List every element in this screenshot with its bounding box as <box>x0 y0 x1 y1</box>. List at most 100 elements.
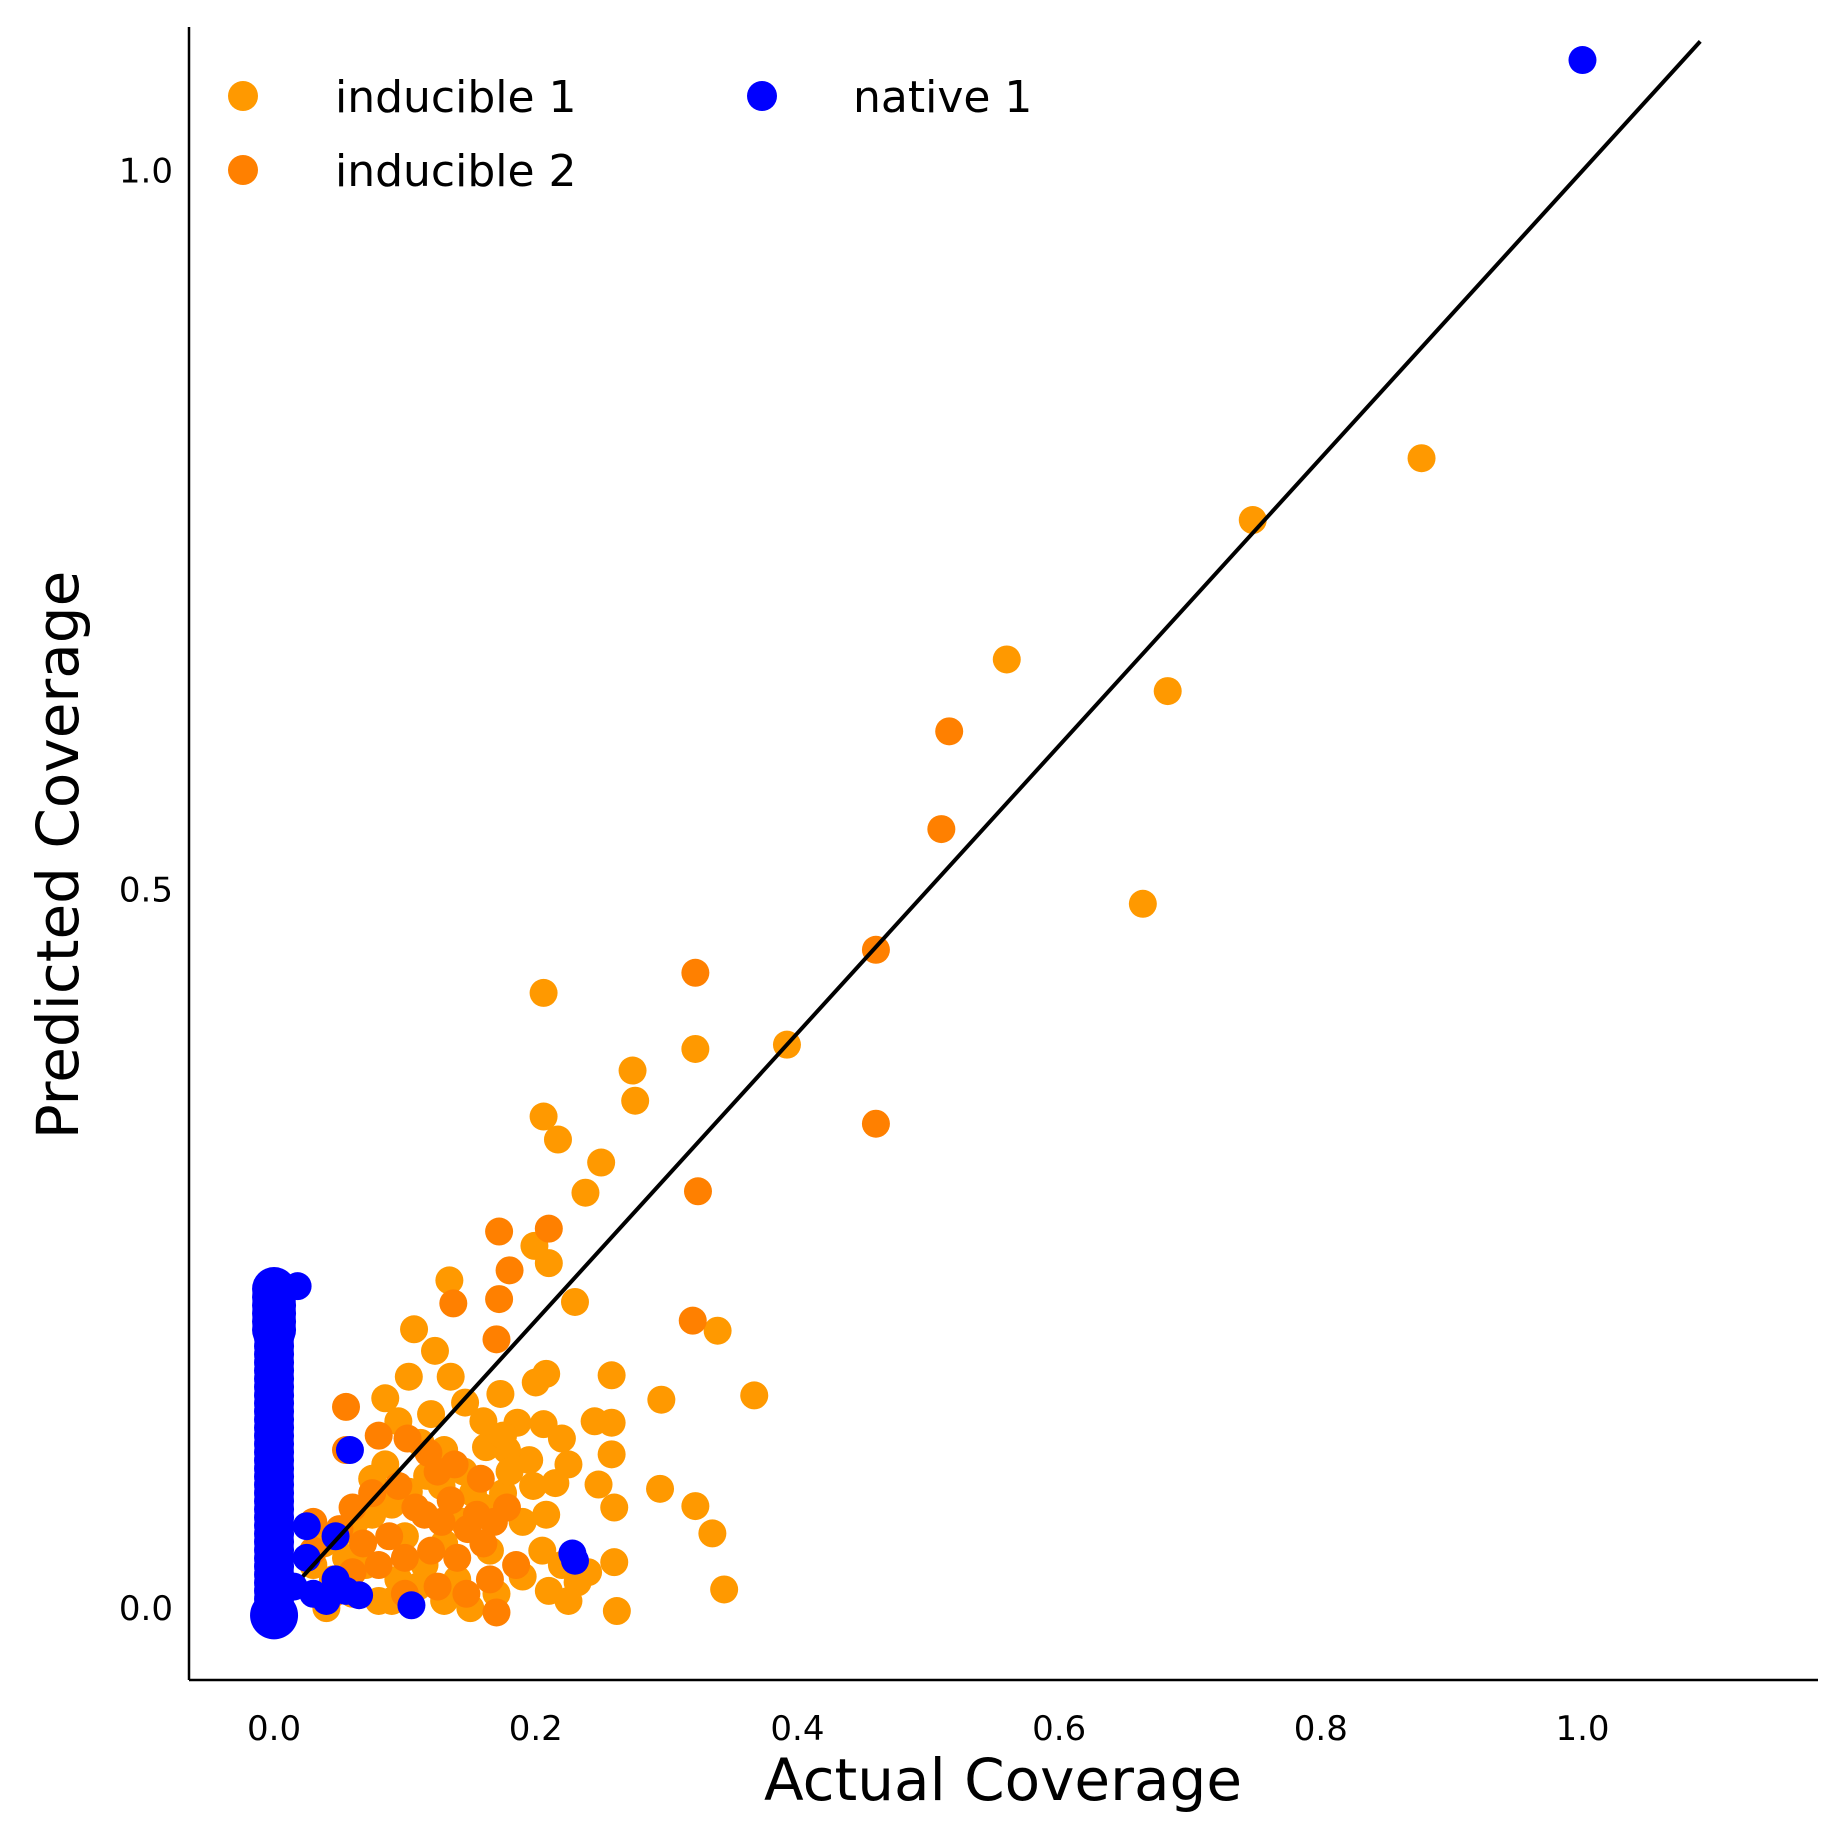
point-inducible-1 <box>519 1471 548 1500</box>
legend-label-inducible-2: inducible 2 <box>335 146 577 197</box>
point-native-1 <box>332 1576 361 1605</box>
point-inducible-2 <box>502 1551 531 1580</box>
point-inducible-2 <box>485 1217 514 1246</box>
point-inducible-2 <box>364 1421 393 1450</box>
point-inducible-2 <box>861 1109 890 1138</box>
point-inducible-2 <box>482 1598 511 1627</box>
point-inducible-1 <box>1407 444 1436 473</box>
point-inducible-2 <box>443 1543 472 1572</box>
point-inducible-1 <box>400 1315 429 1344</box>
point-inducible-2 <box>683 1177 712 1206</box>
point-inducible-1 <box>554 1450 583 1479</box>
point-inducible-2 <box>678 1306 707 1335</box>
point-inducible-1 <box>529 1102 558 1131</box>
y-tick-label: 0.0 <box>119 1589 173 1629</box>
legend-label-native-1: native 1 <box>853 72 1032 123</box>
point-inducible-1 <box>600 1548 629 1577</box>
point-inducible-1 <box>698 1519 727 1548</box>
point-inducible-1 <box>417 1400 446 1429</box>
y-tick-label: 0.5 <box>119 870 173 910</box>
point-inducible-1 <box>547 1424 576 1453</box>
point-inducible-1 <box>394 1362 423 1391</box>
point-inducible-2 <box>358 1479 387 1508</box>
x-tick-label: 0.6 <box>1032 1709 1086 1749</box>
identity-reference-line <box>301 40 1702 1578</box>
legend-marker-inducible-1 <box>228 81 258 111</box>
x-tick-label: 0.2 <box>509 1709 563 1749</box>
x-tick-labels: 0.0 0.2 0.4 0.6 0.8 1.0 <box>247 1709 1610 1749</box>
point-inducible-1 <box>646 1474 675 1503</box>
point-inducible-1 <box>681 1034 710 1063</box>
point-inducible-2 <box>349 1529 378 1558</box>
point-inducible-1 <box>469 1407 498 1436</box>
point-inducible-1 <box>486 1379 515 1408</box>
point-inducible-2 <box>439 1289 468 1318</box>
point-inducible-1 <box>710 1575 739 1604</box>
point-inducible-2 <box>384 1471 413 1500</box>
point-native-1 <box>292 1512 321 1541</box>
point-inducible-1 <box>528 1536 557 1565</box>
point-inducible-1 <box>1128 889 1157 918</box>
point-inducible-2 <box>482 1325 511 1354</box>
point-inducible-1 <box>584 1470 613 1499</box>
point-inducible-1 <box>1153 677 1182 706</box>
point-inducible-2 <box>462 1500 491 1529</box>
point-inducible-1 <box>554 1586 583 1615</box>
point-inducible-1 <box>371 1384 400 1413</box>
point-native-1 <box>560 1546 589 1575</box>
legend: inducible 1 inducible 2 native 1 <box>228 72 1032 197</box>
point-inducible-1 <box>571 1178 600 1207</box>
point-inducible-1 <box>600 1493 629 1522</box>
point-native-1 <box>1568 46 1597 75</box>
legend-marker-inducible-2 <box>228 155 258 185</box>
native-1-column-point <box>252 1267 297 1312</box>
point-inducible-2 <box>423 1572 452 1601</box>
point-inducible-2 <box>436 1486 465 1515</box>
point-inducible-2 <box>417 1536 446 1565</box>
point-inducible-1 <box>543 1125 572 1154</box>
point-inducible-2 <box>390 1543 419 1572</box>
point-inducible-1 <box>587 1148 616 1177</box>
point-inducible-2 <box>935 717 964 746</box>
point-inducible-2 <box>466 1464 495 1493</box>
point-inducible-2 <box>452 1579 481 1608</box>
y-tick-labels: 0.0 0.5 1.0 <box>119 152 173 1629</box>
legend-marker-native-1 <box>747 81 777 111</box>
point-inducible-1 <box>534 1249 563 1278</box>
point-inducible-2 <box>332 1392 361 1421</box>
point-native-1 <box>321 1522 350 1551</box>
point-native-1 <box>292 1543 321 1572</box>
point-inducible-1 <box>495 1457 524 1486</box>
point-inducible-1 <box>489 1421 518 1450</box>
point-inducible-2 <box>927 815 956 844</box>
x-tick-label: 0.0 <box>247 1709 301 1749</box>
x-tick-label: 1.0 <box>1555 1709 1609 1749</box>
point-inducible-1 <box>597 1440 626 1469</box>
point-inducible-1 <box>621 1086 650 1115</box>
point-inducible-1 <box>451 1388 480 1417</box>
point-inducible-1 <box>681 1492 710 1521</box>
point-inducible-2 <box>423 1457 452 1486</box>
point-inducible-1 <box>647 1385 676 1414</box>
point-inducible-2 <box>495 1256 524 1285</box>
x-tick-label: 0.8 <box>1294 1709 1348 1749</box>
point-inducible-2 <box>364 1551 393 1580</box>
point-inducible-1 <box>420 1336 449 1365</box>
point-native-1 <box>283 1272 312 1301</box>
point-inducible-1 <box>532 1500 561 1529</box>
point-inducible-2 <box>338 1493 367 1522</box>
point-inducible-1 <box>435 1266 464 1295</box>
point-inducible-2 <box>681 958 710 987</box>
point-inducible-1 <box>618 1056 647 1085</box>
x-axis-label: Actual Coverage <box>764 1746 1242 1814</box>
point-inducible-1 <box>521 1368 550 1397</box>
point-inducible-2 <box>375 1522 404 1551</box>
point-inducible-1 <box>992 645 1021 674</box>
point-inducible-1 <box>703 1316 732 1345</box>
point-inducible-2 <box>393 1424 422 1453</box>
x-tick-label: 0.4 <box>770 1709 824 1749</box>
point-inducible-1 <box>560 1287 589 1316</box>
point-inducible-2 <box>485 1285 514 1314</box>
point-inducible-1 <box>436 1362 465 1391</box>
